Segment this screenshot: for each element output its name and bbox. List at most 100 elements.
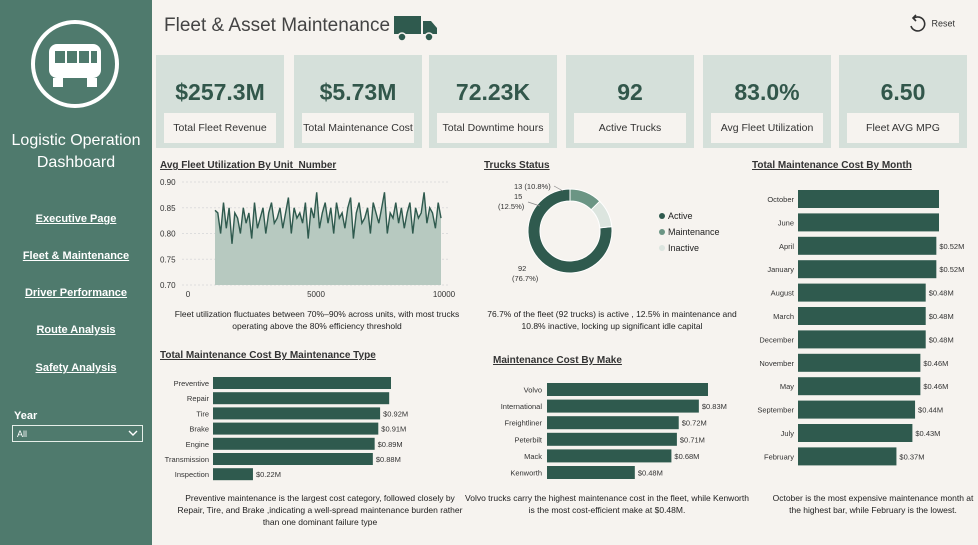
bar-category-label: Engine bbox=[186, 440, 209, 449]
page-title: Fleet & Asset Maintenance bbox=[164, 15, 391, 36]
kpi-fleet-avg-mpg: 6.50 Fleet AVG MPG bbox=[839, 55, 967, 148]
bar-value-label: $0.48M bbox=[929, 335, 954, 344]
utilization-area-chart: 0.90 0.85 0.80 0.75 0.70 0 5000 10000 bbox=[160, 178, 456, 299]
bar-category-label: October bbox=[767, 195, 794, 204]
bar-value-label: $0.46M bbox=[923, 382, 948, 391]
bar bbox=[213, 468, 253, 481]
kpi-value: $257.3M bbox=[175, 79, 265, 105]
trucks-status-donut-chart: 92(76.7%) 15(12.5%) 13 (10.8%) Active Mainte… bbox=[498, 182, 720, 283]
bar-value-label: $0.89M bbox=[378, 440, 403, 449]
nav-route-analysis[interactable]: Route Analysis bbox=[36, 324, 116, 336]
kpi-label: Total Fleet Revenue bbox=[164, 113, 276, 143]
cost-by-type-caption: Preventive maintenance is the largest co… bbox=[177, 493, 463, 527]
chevron-down-icon bbox=[128, 430, 138, 436]
donut-label-maintenance-pct: (12.5%) bbox=[498, 202, 525, 211]
bar-value-label: $0.48M bbox=[929, 289, 954, 298]
bar-value-label: $0.43M bbox=[915, 429, 940, 438]
bar bbox=[798, 213, 939, 232]
bar-value-label: $0.48M bbox=[929, 312, 954, 321]
legend-dot-active bbox=[659, 213, 665, 219]
cost-by-month-title: Total Maintenance Cost By Month bbox=[752, 160, 912, 171]
trucks-status-caption: 76.7% of the fleet (92 trucks) is active… bbox=[487, 309, 737, 331]
bar-category-label: April bbox=[779, 242, 794, 251]
bar bbox=[213, 453, 373, 465]
year-filter-value: All bbox=[17, 429, 28, 439]
bar-value-label: $0.48M bbox=[638, 469, 663, 478]
bar-category-label: International bbox=[501, 402, 543, 411]
bar-category-label: December bbox=[759, 335, 794, 344]
kpi-total-maintenance-cost: $5.73M Total Maintenance Cost bbox=[294, 55, 422, 148]
bar bbox=[798, 330, 926, 349]
legend-label-inactive: Inactive bbox=[668, 243, 699, 253]
nav-safety-analysis[interactable]: Safety Analysis bbox=[35, 362, 117, 374]
bar bbox=[798, 260, 937, 279]
kpi-active-trucks: 92 Active Trucks bbox=[566, 55, 694, 148]
bar bbox=[798, 400, 916, 419]
bar-value-label: $0.68M bbox=[674, 452, 699, 461]
utilization-caption: Fleet utilization fluctuates between 70%… bbox=[174, 309, 460, 331]
bar-value-label: $0.46M bbox=[923, 359, 948, 368]
bar bbox=[547, 416, 679, 430]
legend-label-active: Active bbox=[668, 211, 693, 221]
sidebar-title-line2: Dashboard bbox=[36, 154, 116, 171]
kpi-value: 72.23K bbox=[455, 79, 531, 105]
bar-value-label: $0.37M bbox=[899, 452, 924, 461]
legend-dot-inactive bbox=[659, 245, 665, 251]
bar bbox=[798, 424, 913, 442]
y-tick-label: 0.70 bbox=[160, 281, 176, 290]
bar bbox=[547, 449, 672, 463]
donut-label-active-pct: (76.7%) bbox=[512, 274, 539, 283]
bar bbox=[547, 432, 677, 446]
bar-category-label: Preventive bbox=[174, 379, 209, 388]
bar-category-label: Mack bbox=[524, 452, 542, 461]
bar bbox=[547, 399, 699, 413]
bar-category-label: March bbox=[773, 312, 794, 321]
bar-category-label: Kenworth bbox=[510, 469, 542, 478]
cost-by-type-title: Total Maintenance Cost By Maintenance Ty… bbox=[160, 350, 376, 361]
nav-executive-page[interactable]: Executive Page bbox=[35, 213, 117, 225]
trucks-status-title: Trucks Status bbox=[484, 160, 550, 171]
year-filter-dropdown[interactable]: All bbox=[12, 425, 143, 442]
bar bbox=[798, 447, 897, 466]
legend-dot-maintenance bbox=[659, 229, 665, 235]
bar bbox=[213, 377, 391, 389]
bar-category-label: Brake bbox=[189, 425, 209, 434]
nav-fleet-maintenance[interactable]: Fleet & Maintenance bbox=[22, 250, 130, 262]
cost-by-type-bar-chart: Preventive Repair Tire $0.92M Brake $0.91M Eng… bbox=[165, 377, 408, 481]
bar-category-label: September bbox=[757, 406, 794, 415]
cost-by-month-caption: October is the most expensive maintenanc… bbox=[772, 493, 974, 515]
kpi-value: 83.0% bbox=[734, 79, 800, 105]
kpi-label: Total Maintenance Cost bbox=[302, 113, 414, 143]
utilization-chart-title: Avg Fleet Utilization By Unit_Number bbox=[160, 160, 337, 171]
donut-label-active: 92 bbox=[518, 264, 526, 273]
bar-value-label: $0.22M bbox=[256, 470, 281, 479]
kpi-value: 6.50 bbox=[880, 79, 926, 105]
bar-category-label: January bbox=[767, 265, 794, 274]
bar-value-label: $0.44M bbox=[918, 406, 943, 415]
kpi-avg-fleet-utilization: 83.0% Avg Fleet Utilization bbox=[703, 55, 831, 148]
utilization-area bbox=[215, 192, 441, 285]
bar bbox=[798, 377, 921, 396]
bus-logo bbox=[31, 20, 119, 108]
bar bbox=[213, 392, 390, 405]
kpi-total-downtime-hours: 72.23K Total Downtime hours bbox=[429, 55, 557, 148]
reset-button[interactable]: Reset bbox=[908, 14, 955, 34]
kpi-value: 92 bbox=[617, 79, 643, 105]
bar bbox=[213, 422, 379, 435]
year-filter-label: Year bbox=[14, 410, 38, 422]
bar-category-label: November bbox=[759, 359, 794, 368]
bar-category-label: Peterbilt bbox=[514, 435, 542, 444]
x-tick-label: 0 bbox=[186, 290, 191, 299]
bar-category-label: July bbox=[781, 429, 795, 438]
bar bbox=[213, 437, 375, 450]
y-tick-label: 0.90 bbox=[160, 178, 176, 187]
cost-by-make-bar-chart: Volvo International $0.83M Freightliner $0.7… bbox=[501, 383, 727, 479]
reset-label: Reset bbox=[931, 18, 956, 29]
y-tick-label: 0.75 bbox=[160, 255, 176, 264]
sidebar-title-line1: Logistic Operation bbox=[11, 132, 141, 149]
legend-label-maintenance: Maintenance bbox=[668, 227, 720, 237]
utilization-line bbox=[214, 192, 442, 244]
bar-value-label: $0.88M bbox=[376, 455, 401, 464]
bar-value-label: $0.52M bbox=[939, 242, 964, 251]
nav-driver-performance[interactable]: Driver Performance bbox=[24, 287, 128, 299]
